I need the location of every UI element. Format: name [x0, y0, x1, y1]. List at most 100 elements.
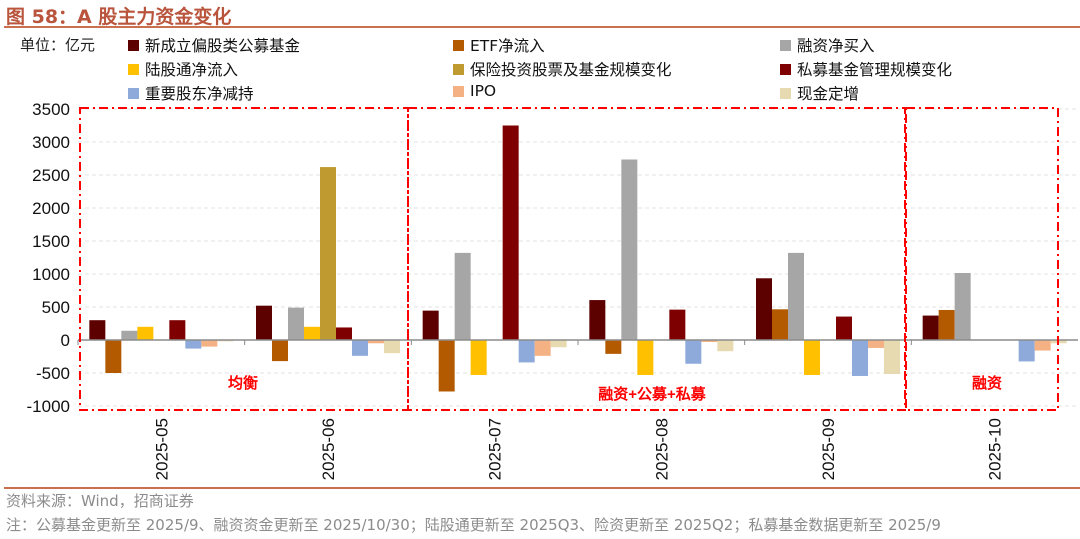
bar-2025-10-7 [1034, 340, 1051, 351]
bar-2025-06-1 [272, 340, 288, 362]
bar-2025-06-7 [368, 340, 384, 344]
legend-label: 私募基金管理规模变化 [797, 61, 953, 79]
y-tick-label: 1000 [32, 265, 70, 284]
y-tick-label: 0 [61, 331, 70, 350]
bar-2025-08-6 [685, 340, 702, 364]
y-tick-label: 2500 [32, 166, 70, 185]
legend-label: 保险投资股票及基金规模变化 [470, 61, 672, 79]
bar-2025-06-4 [320, 167, 336, 340]
bar-2025-06-0 [256, 305, 272, 340]
bar-2025-10-6 [1018, 340, 1035, 362]
y-tick-label: 2000 [32, 199, 70, 218]
bar-2025-09-7 [868, 340, 884, 348]
y-tick-label: -1000 [27, 397, 70, 416]
x-tick-label: 2025-07 [486, 418, 505, 480]
bar-2025-09-6 [852, 340, 868, 376]
bar-2025-08-5 [669, 309, 686, 340]
title-rule [4, 26, 1080, 28]
legend-label: 重要股东净减持 [145, 85, 254, 103]
bar-2025-08-7 [701, 340, 718, 342]
bar-2025-06-8 [384, 340, 400, 354]
legend-swatch [128, 63, 139, 75]
bar-2025-07-1 [438, 340, 455, 392]
legend-swatch [128, 87, 139, 99]
bar-2025-05-5 [169, 320, 186, 340]
bar-2025-07-6 [518, 340, 535, 363]
footer-rule [4, 487, 1080, 489]
note-text: 注：公募基金更新至 2025/9、融资资金更新至 2025/10/30；陆股通更… [6, 516, 941, 534]
bar-2025-05-3 [137, 326, 154, 340]
y-tick-label: 3000 [32, 133, 70, 152]
annotation-label: 融资+公募+私募 [598, 385, 707, 403]
bar-2025-10-1 [938, 309, 955, 340]
legend-swatch [128, 39, 139, 51]
bar-2025-08-8 [717, 340, 734, 352]
bar-2025-08-3 [637, 340, 654, 375]
bar-2025-05-6 [185, 340, 202, 349]
legend-item: ETF净流入 [453, 34, 545, 56]
x-tick-label: 2025-10 [986, 418, 1005, 480]
y-tick-label: 3500 [32, 100, 70, 119]
legend-item: 陆股通净流入 [128, 58, 238, 80]
legend-item: 新成立偏股类公募基金 [128, 34, 300, 56]
x-tick-label: 2025-08 [652, 418, 671, 480]
bar-2025-05-7 [201, 340, 218, 347]
bar-2025-09-8 [884, 340, 900, 374]
legend-swatch [453, 39, 464, 51]
x-tick-label: 2025-06 [319, 418, 338, 480]
legend-item: 保险投资股票及基金规模变化 [453, 58, 672, 80]
bar-2025-06-2 [288, 307, 304, 340]
legend-item: 融资净买入 [780, 34, 875, 56]
bar-2025-05-2 [121, 330, 138, 340]
unit-label: 单位：亿元 [20, 36, 96, 54]
figure-title: 图 58：A 股主力资金变化 [6, 6, 232, 28]
bar-2025-07-7 [534, 340, 551, 356]
bar-2025-10-0 [922, 315, 939, 340]
bar-2025-09-2 [788, 252, 804, 340]
bar-2025-09-1 [772, 309, 788, 340]
source-text: 资料来源：Wind，招商证券 [6, 492, 194, 510]
bar-2025-06-5 [336, 327, 352, 340]
bar-2025-09-0 [756, 278, 772, 340]
legend-label: IPO [470, 82, 497, 100]
legend-item: 私募基金管理规模变化 [780, 58, 952, 80]
bar-2025-06-3 [304, 326, 320, 340]
legend-swatch [453, 85, 464, 97]
x-tick-label: 2025-05 [152, 418, 171, 480]
bar-2025-10-2 [954, 273, 971, 340]
y-tick-label: -500 [36, 364, 70, 383]
y-tick-label: 500 [42, 298, 70, 317]
legend-swatch [780, 87, 791, 99]
bar-2025-08-2 [621, 159, 638, 340]
legend-swatch [780, 63, 791, 75]
legend-item: IPO [453, 82, 496, 100]
legend-label: 陆股通净流入 [145, 61, 239, 79]
annotation-box [79, 107, 409, 411]
y-tick-label: 1500 [32, 232, 70, 251]
annotation-box [905, 107, 1059, 411]
annotation-box [407, 107, 906, 411]
legend-swatch [780, 39, 791, 51]
bar-2025-09-3 [804, 340, 820, 375]
legend-label: 新成立偏股类公募基金 [145, 37, 301, 55]
bar-2025-05-0 [89, 320, 106, 340]
bar-2025-07-3 [470, 340, 487, 375]
bar-2025-08-1 [605, 340, 622, 354]
legend-swatch [453, 63, 464, 75]
legend-item: 现金定增 [780, 82, 859, 104]
bar-2025-06-6 [352, 340, 368, 356]
bar-2025-07-8 [550, 340, 567, 348]
legend-label: 融资净买入 [797, 37, 875, 55]
legend-item: 重要股东净减持 [128, 82, 254, 104]
x-tick-label: 2025-09 [819, 418, 838, 480]
bar-2025-07-0 [422, 310, 439, 340]
bar-2025-08-0 [589, 300, 606, 340]
bar-2025-05-1 [105, 340, 122, 373]
legend-label: 现金定增 [797, 85, 860, 103]
bar-2025-07-5 [502, 125, 519, 340]
annotation-label: 均衡 [228, 374, 258, 392]
bar-2025-09-5 [836, 316, 852, 340]
legend-label: ETF净流入 [470, 37, 545, 55]
